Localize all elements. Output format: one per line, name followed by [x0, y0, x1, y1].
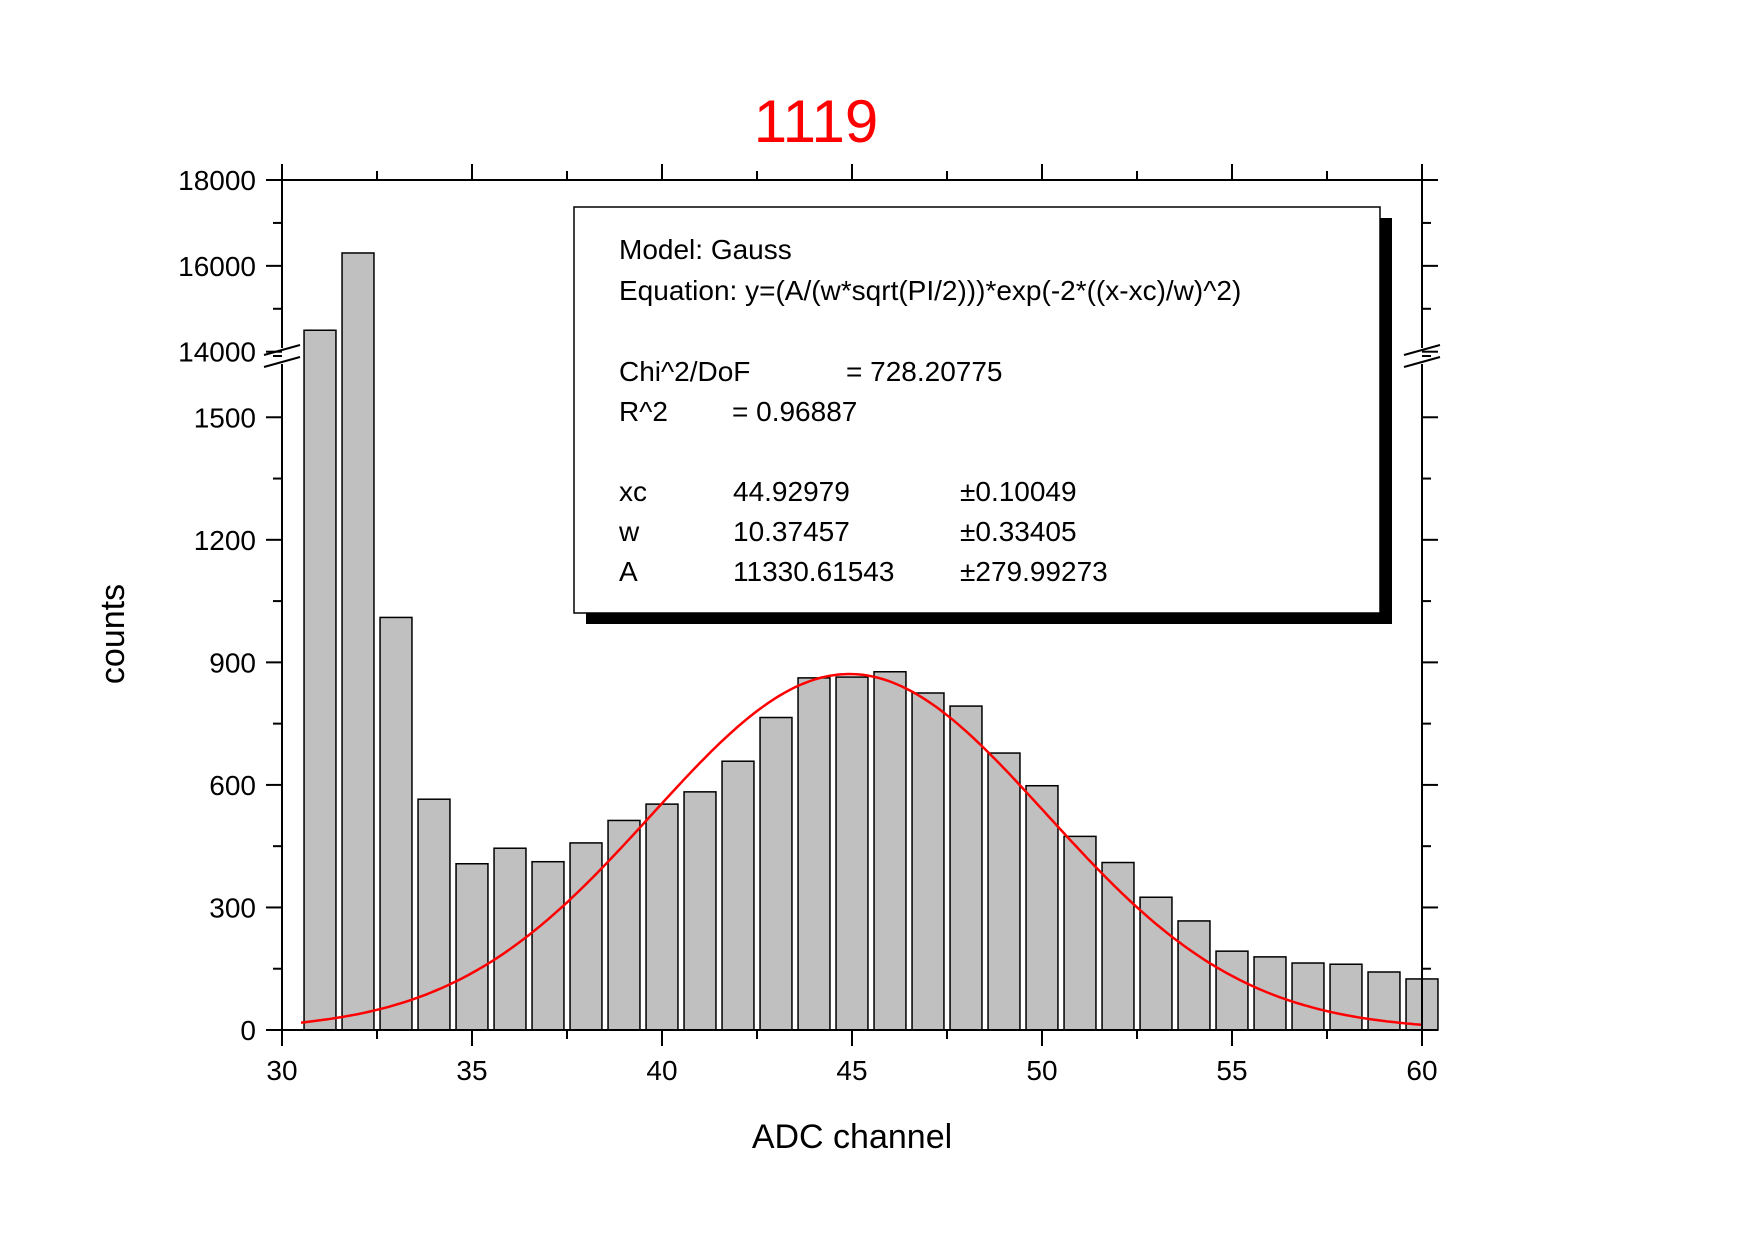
gauss-fit-curve — [300, 672, 1423, 1027]
y-tick-label-0: 0 — [240, 1015, 256, 1046]
bar-40 — [645, 803, 679, 1031]
bar-46 — [873, 671, 907, 1031]
fit-r2-value: = 0.96887 — [732, 396, 857, 427]
bar-31 — [303, 329, 337, 1031]
bar-39 — [607, 819, 641, 1031]
bar-52 — [1101, 861, 1135, 1031]
fit-model: Model: Gauss — [619, 234, 792, 265]
bar-51 — [1063, 835, 1097, 1031]
fit-chi-value: = 728.20775 — [846, 356, 1003, 387]
param-a-value: 11330.61543 — [733, 556, 894, 587]
bar-33 — [379, 616, 413, 1031]
y-tick-label-16000: 16000 — [178, 251, 256, 282]
bar-58 — [1329, 963, 1363, 1031]
param-w-value: 10.37457 — [733, 516, 850, 547]
bar-41 — [683, 791, 717, 1031]
x-tick-labels: 30 35 40 45 50 55 60 — [266, 1055, 1437, 1086]
x-tick-label-50: 50 — [1026, 1055, 1057, 1086]
chart-title: 1119 — [754, 88, 879, 155]
bar-32 — [341, 252, 375, 1031]
y-tick-label-14000: 14000 — [178, 337, 256, 368]
bar-56 — [1253, 956, 1287, 1031]
y-tick-label-600: 600 — [209, 770, 256, 801]
fit-equation: Equation: y=(A/(w*sqrt(PI/2)))*exp(-2*((… — [619, 275, 1241, 306]
bar-57 — [1291, 962, 1325, 1031]
fit-box-panel — [573, 206, 1381, 614]
axes-group — [262, 164, 1442, 1046]
axis-break-mark-1a — [1403, 344, 1441, 356]
bar-38 — [569, 842, 603, 1031]
param-xc-value: 44.92979 — [733, 476, 850, 507]
bar-47 — [911, 692, 945, 1031]
bar-54 — [1177, 920, 1211, 1031]
fit-r2-label: R^2 — [619, 396, 668, 427]
y-tick-label-1500: 1500 — [194, 402, 256, 433]
bar-55 — [1215, 950, 1249, 1031]
x-tick-label-30: 30 — [266, 1055, 297, 1086]
param-xc-name: xc — [619, 476, 647, 507]
param-a-error: ±279.99273 — [960, 556, 1108, 587]
param-w-error: ±0.33405 — [960, 516, 1077, 547]
axis-break-mark-0a — [263, 344, 301, 356]
bar-42 — [721, 760, 755, 1031]
y-tick-label-1200: 1200 — [194, 525, 256, 556]
bar-48 — [949, 705, 983, 1031]
y-axis-title: counts — [94, 584, 132, 684]
axis-break-mark-1b — [1403, 356, 1441, 368]
bar-49 — [987, 752, 1021, 1031]
axis-break-mark-0b — [263, 356, 301, 368]
x-tick-label-45: 45 — [836, 1055, 867, 1086]
param-xc-error: ±0.10049 — [960, 476, 1077, 507]
y-tick-label-300: 300 — [209, 892, 256, 923]
y-tick-label-18000: 18000 — [178, 165, 256, 196]
bar-50 — [1025, 784, 1059, 1031]
x-tick-label-60: 60 — [1406, 1055, 1437, 1086]
x-tick-label-35: 35 — [456, 1055, 487, 1086]
y-tick-label-900: 900 — [209, 647, 256, 678]
param-w-name: w — [618, 516, 640, 547]
bar-43 — [759, 716, 793, 1031]
bar-44 — [797, 677, 831, 1031]
x-tick-label-40: 40 — [646, 1055, 677, 1086]
fit-results-box: Model: Gauss Equation: y=(A/(w*sqrt(PI/2… — [573, 206, 1392, 624]
bar-45 — [835, 676, 869, 1031]
bar-36 — [493, 847, 527, 1031]
x-axis-title: ADC channel — [752, 1118, 952, 1156]
bar-37 — [531, 860, 565, 1031]
param-a-name: A — [619, 556, 638, 587]
x-tick-label-55: 55 — [1216, 1055, 1247, 1086]
bar-53 — [1139, 896, 1173, 1031]
bar-35 — [455, 862, 489, 1031]
fit-chi-label: Chi^2/DoF — [619, 356, 750, 387]
y-tick-labels: 0 300 600 900 1200 1500 14000 16000 18000 — [178, 165, 256, 1046]
